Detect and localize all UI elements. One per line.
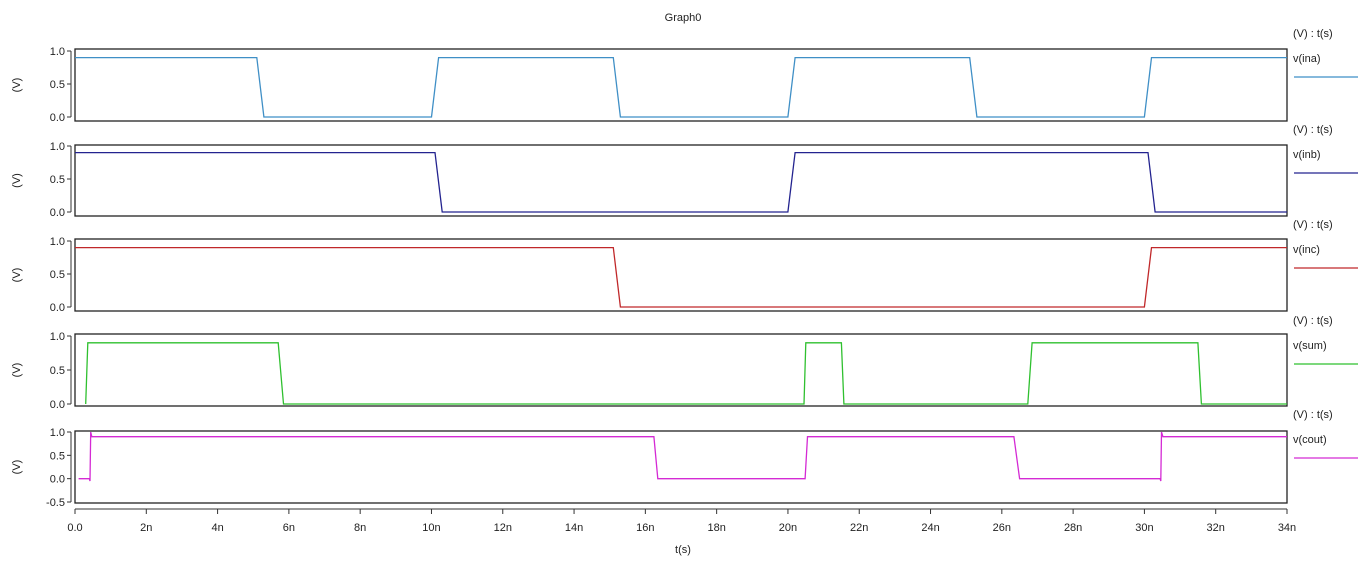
series-line-vinb <box>75 151 1287 213</box>
y-tick-label: 1.0 <box>50 331 65 343</box>
series-line-vcout <box>78 431 1287 482</box>
y-tick-label: 0.5 <box>50 174 65 186</box>
panel-vcout: -0.5 0.0 0.5 1.0 (V) (V) : t(s) v(cout) <box>11 409 1358 509</box>
axis-unit-label: (V) : t(s) <box>1293 219 1333 231</box>
x-tick-label: 16n <box>636 522 654 534</box>
plot-frame <box>74 333 1288 407</box>
x-tick-label: 10n <box>422 522 440 534</box>
y-axis-label: (V) <box>11 268 23 283</box>
x-tick-label: 18n <box>707 522 725 534</box>
y-tick-label: 0.5 <box>50 365 65 377</box>
x-axis-label: t(s) <box>675 544 691 556</box>
legend-label: v(sum) <box>1293 340 1327 352</box>
axis-unit-label: (V) : t(s) <box>1293 124 1333 136</box>
plot-frame <box>74 238 1288 312</box>
x-tick-label: 6n <box>283 522 295 534</box>
axis-unit-label: (V) : t(s) <box>1293 409 1333 421</box>
y-tick-label: 0.0 <box>50 207 65 219</box>
x-tick-label: 12n <box>494 522 512 534</box>
x-tick-label: 26n <box>993 522 1011 534</box>
y-tick-label: 1.0 <box>50 236 65 248</box>
plot-frame <box>74 48 1288 122</box>
legend-label: v(inb) <box>1293 149 1321 161</box>
series-line-vina <box>75 56 1287 118</box>
panel-vsum: 0.0 0.5 1.0 (V) (V) : t(s) v(sum) <box>11 315 1358 411</box>
x-tick-label: 14n <box>565 522 583 534</box>
y-tick-label: 0.5 <box>50 450 65 462</box>
y-tick-label: 0.0 <box>50 112 65 124</box>
legend-label: v(cout) <box>1293 434 1327 446</box>
y-tick-label: 1.0 <box>50 46 65 58</box>
x-tick-label: 2n <box>140 522 152 534</box>
x-tick-label: 20n <box>779 522 797 534</box>
y-tick-label: 1.0 <box>50 141 65 153</box>
series-line-vsum <box>85 342 1287 405</box>
x-tick-label: 34n <box>1278 522 1296 534</box>
y-tick-label: 1.0 <box>50 427 65 439</box>
x-tick-label: 22n <box>850 522 868 534</box>
x-tick-label: 24n <box>921 522 939 534</box>
y-tick-label: 0.5 <box>50 269 65 281</box>
chart-title: Graph0 <box>665 12 702 24</box>
y-axis-label: (V) <box>11 363 23 378</box>
x-tick-label: 28n <box>1064 522 1082 534</box>
y-axis-label: (V) <box>11 460 23 475</box>
y-tick-label: -0.5 <box>46 497 65 509</box>
panel-vina: 0.0 0.5 1.0 (V) (V) : t(s) v(ina) <box>11 28 1358 124</box>
plot-frame <box>74 430 1288 504</box>
axis-unit-label: (V) : t(s) <box>1293 315 1333 327</box>
y-axis-label: (V) <box>11 78 23 93</box>
panel-vinc: 0.0 0.5 1.0 (V) (V) : t(s) v(inc) <box>11 219 1358 314</box>
plot-frame <box>74 144 1288 217</box>
axis-unit-label: (V) : t(s) <box>1293 28 1333 40</box>
panel-vinb: 0.0 0.5 1.0 (V) (V) : t(s) v(inb) <box>11 124 1358 219</box>
y-tick-label: 0.0 <box>50 474 65 486</box>
x-tick-label: 8n <box>354 522 366 534</box>
x-axis: 0.0 2n 4n 6n 8n 10n 12n 14n 16n 18n 20n 22n 24n 26n 28… <box>67 508 1296 534</box>
x-tick-label: 32n <box>1207 522 1225 534</box>
y-axis-label: (V) <box>11 173 23 188</box>
legend-label: v(ina) <box>1293 53 1321 65</box>
legend-label: v(inc) <box>1293 244 1320 256</box>
y-tick-label: 0.0 <box>50 302 65 314</box>
x-tick-label: 4n <box>211 522 223 534</box>
series-line-vinc <box>75 246 1287 308</box>
y-tick-label: 0.0 <box>50 399 65 411</box>
x-tick-label: 30n <box>1135 522 1153 534</box>
x-tick-label: 0.0 <box>67 522 82 534</box>
y-tick-label: 0.5 <box>50 79 65 91</box>
